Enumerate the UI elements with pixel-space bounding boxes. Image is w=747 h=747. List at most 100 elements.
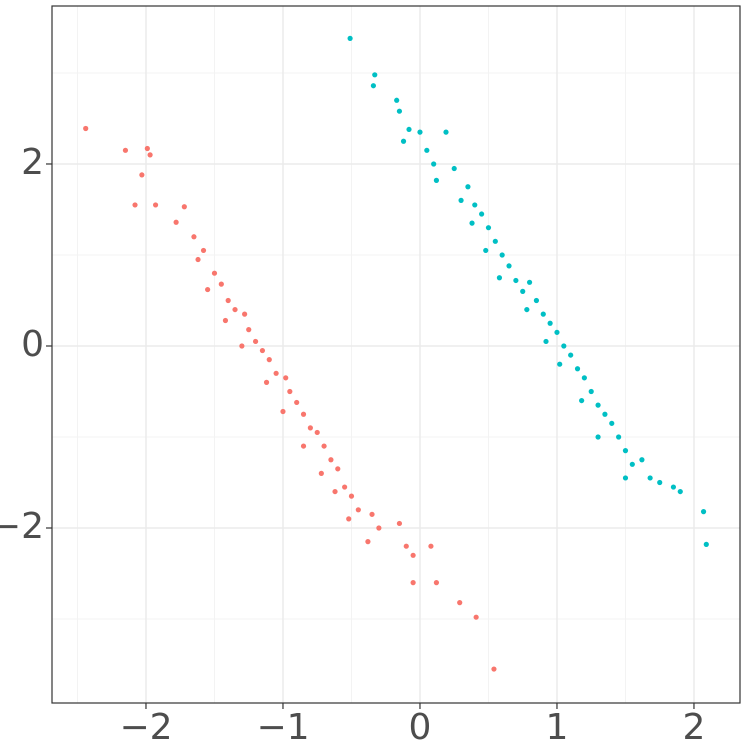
point bbox=[543, 338, 549, 345]
x-tick-label: 2 bbox=[683, 707, 706, 747]
point bbox=[365, 539, 371, 545]
point bbox=[540, 311, 546, 317]
point bbox=[485, 225, 492, 231]
y-tick-label: 2 bbox=[21, 142, 44, 183]
point bbox=[554, 329, 560, 335]
point bbox=[181, 204, 187, 210]
point bbox=[294, 399, 300, 406]
y-tick-label: 0 bbox=[21, 324, 44, 365]
point bbox=[703, 541, 709, 547]
point bbox=[406, 126, 412, 133]
point bbox=[483, 247, 489, 254]
x-tick-label: 1 bbox=[546, 707, 569, 747]
point bbox=[394, 97, 400, 103]
point bbox=[300, 443, 307, 449]
point bbox=[458, 197, 464, 203]
point bbox=[347, 35, 353, 41]
point bbox=[396, 108, 403, 114]
point bbox=[252, 338, 259, 345]
point bbox=[318, 470, 324, 476]
point bbox=[465, 184, 471, 190]
point bbox=[496, 275, 503, 281]
point bbox=[602, 411, 608, 417]
point bbox=[473, 614, 479, 620]
point bbox=[433, 177, 440, 183]
point bbox=[225, 297, 231, 304]
y-tick-label: −2 bbox=[0, 506, 44, 547]
point bbox=[639, 457, 645, 463]
point bbox=[200, 247, 207, 254]
point bbox=[657, 479, 663, 486]
point bbox=[588, 388, 594, 395]
point bbox=[263, 379, 270, 385]
point bbox=[491, 666, 497, 672]
point bbox=[122, 147, 129, 153]
point bbox=[232, 306, 238, 313]
point bbox=[428, 543, 434, 549]
point bbox=[400, 138, 407, 144]
x-tick-label: −2 bbox=[119, 707, 172, 747]
point bbox=[533, 297, 540, 304]
point bbox=[524, 306, 530, 313]
point bbox=[191, 234, 197, 240]
point bbox=[410, 580, 416, 586]
point bbox=[506, 263, 512, 269]
point bbox=[307, 425, 313, 431]
point bbox=[346, 516, 352, 522]
point bbox=[246, 327, 252, 333]
point bbox=[328, 457, 334, 463]
point bbox=[355, 507, 361, 513]
point bbox=[83, 125, 89, 132]
x-tick-label: −1 bbox=[256, 707, 309, 747]
point bbox=[205, 286, 211, 293]
point bbox=[335, 466, 341, 472]
point bbox=[472, 202, 478, 208]
point bbox=[139, 172, 145, 178]
point bbox=[403, 543, 409, 549]
point bbox=[144, 145, 150, 152]
point bbox=[342, 484, 348, 490]
point bbox=[417, 129, 423, 135]
point bbox=[520, 288, 526, 294]
point bbox=[451, 165, 457, 172]
point bbox=[300, 411, 307, 417]
point bbox=[443, 129, 449, 135]
x-tick-label: 0 bbox=[409, 707, 432, 747]
point bbox=[574, 366, 581, 372]
point bbox=[222, 317, 229, 324]
point bbox=[195, 256, 201, 263]
point bbox=[557, 361, 563, 367]
point bbox=[622, 448, 629, 454]
point bbox=[287, 388, 293, 395]
point bbox=[547, 320, 553, 326]
point bbox=[132, 202, 138, 208]
point bbox=[370, 83, 376, 89]
point bbox=[670, 484, 677, 490]
point bbox=[152, 202, 159, 208]
point bbox=[622, 475, 629, 481]
point bbox=[561, 343, 567, 349]
point bbox=[280, 408, 286, 415]
point bbox=[499, 252, 505, 258]
point bbox=[314, 429, 320, 436]
point bbox=[211, 270, 218, 276]
point bbox=[629, 461, 635, 467]
point bbox=[595, 434, 601, 440]
point bbox=[147, 152, 153, 158]
point bbox=[616, 434, 622, 440]
point bbox=[424, 147, 430, 153]
point bbox=[513, 277, 519, 284]
point bbox=[526, 279, 533, 285]
point bbox=[348, 493, 355, 499]
point bbox=[677, 488, 683, 495]
point bbox=[581, 375, 587, 381]
point bbox=[595, 402, 601, 408]
point bbox=[433, 580, 440, 586]
point bbox=[376, 525, 382, 531]
point bbox=[332, 488, 338, 495]
point bbox=[173, 219, 179, 225]
point bbox=[321, 443, 327, 449]
point bbox=[647, 475, 653, 481]
